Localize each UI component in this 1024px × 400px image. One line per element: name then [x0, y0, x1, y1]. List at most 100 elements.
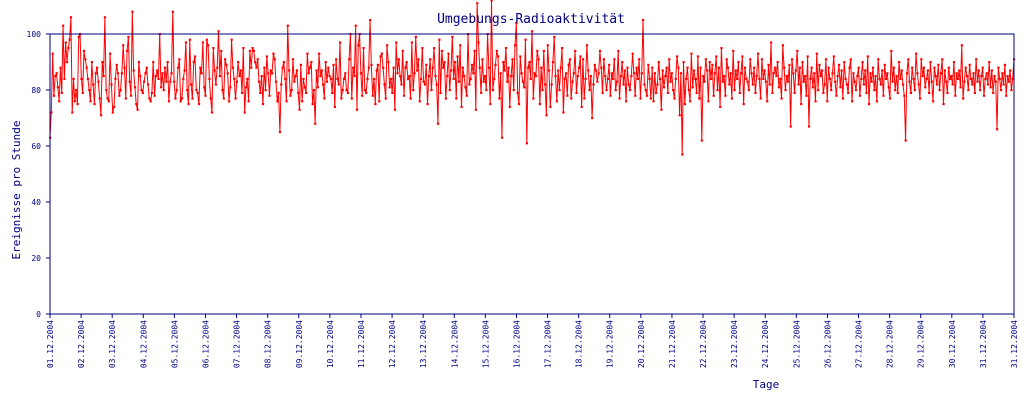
- data-point: [657, 61, 660, 64]
- data-point: [481, 58, 484, 61]
- data-point: [56, 86, 60, 89]
- data-point: [615, 80, 619, 83]
- data-point: [274, 80, 278, 83]
- data-point: [129, 94, 133, 97]
- data-point: [696, 55, 700, 58]
- data-point: [873, 89, 876, 92]
- data-point: [686, 66, 689, 69]
- data-point: [160, 86, 163, 89]
- data-point: [807, 125, 811, 128]
- data-point: [773, 66, 777, 69]
- data-point: [921, 75, 924, 78]
- data-point: [685, 77, 688, 80]
- data-point: [65, 61, 69, 64]
- data-point: [675, 55, 679, 58]
- data-point: [730, 97, 734, 100]
- data-point: [205, 38, 208, 41]
- data-point: [989, 86, 992, 89]
- data-point: [596, 80, 599, 83]
- data-point: [128, 80, 131, 83]
- data-point: [413, 72, 416, 75]
- data-point: [272, 52, 275, 55]
- data-point: [613, 58, 616, 61]
- data-point: [290, 89, 293, 92]
- data-point: [375, 69, 378, 72]
- data-point: [763, 69, 766, 72]
- data-point: [564, 72, 568, 75]
- data-point: [665, 66, 668, 69]
- data-point: [537, 58, 540, 61]
- data-point: [409, 97, 412, 100]
- data-point: [123, 66, 126, 69]
- data-point: [819, 75, 822, 78]
- data-point: [111, 111, 114, 114]
- data-point: [888, 97, 892, 100]
- data-point: [1011, 77, 1014, 80]
- data-point: [417, 58, 420, 61]
- data-point: [844, 77, 847, 80]
- data-point: [941, 58, 944, 61]
- data-point: [673, 97, 676, 100]
- data-point: [499, 72, 502, 75]
- data-point: [809, 77, 812, 80]
- data-point: [905, 72, 909, 75]
- data-point: [412, 89, 415, 92]
- data-point: [241, 91, 244, 94]
- data-point: [841, 97, 845, 100]
- data-point: [442, 66, 445, 69]
- data-point: [165, 80, 168, 83]
- data-point: [567, 63, 570, 66]
- data-point: [470, 63, 474, 66]
- data-point: [506, 80, 509, 83]
- data-point: [214, 83, 218, 86]
- data-point: [973, 91, 977, 94]
- data-point: [600, 66, 603, 69]
- data-point: [783, 66, 786, 69]
- data-point: [772, 72, 775, 75]
- data-point: [952, 61, 956, 64]
- data-point: [668, 58, 671, 61]
- data-point: [990, 69, 993, 72]
- data-point: [460, 105, 463, 108]
- data-point: [728, 83, 731, 86]
- data-point: [546, 44, 549, 47]
- data-point: [210, 111, 214, 114]
- data-point: [77, 35, 80, 38]
- data-point: [954, 94, 957, 97]
- data-point: [946, 91, 949, 94]
- data-point: [687, 89, 690, 92]
- data-point: [920, 58, 923, 61]
- data-point: [422, 80, 425, 83]
- x-tick-label: 02.12.2004: [77, 320, 86, 368]
- x-tick-label: 05.12.2004: [170, 320, 179, 368]
- data-point: [186, 89, 189, 92]
- data-point: [71, 111, 74, 114]
- data-point: [487, 66, 491, 69]
- data-point: [114, 77, 117, 80]
- data-point: [312, 89, 316, 92]
- data-point: [338, 41, 342, 44]
- data-point: [154, 75, 157, 78]
- data-point: [677, 66, 680, 69]
- data-point: [246, 77, 249, 80]
- data-point: [319, 75, 322, 78]
- data-point: [291, 58, 295, 61]
- x-tick-label: 09.12.2004: [295, 320, 304, 368]
- data-point: [834, 80, 837, 83]
- data-point: [996, 128, 999, 131]
- data-point: [227, 100, 231, 103]
- data-point: [495, 49, 498, 52]
- x-tick-label: 26.12.2004: [823, 320, 832, 368]
- data-point: [734, 69, 737, 72]
- data-point: [890, 49, 893, 52]
- data-point: [962, 97, 965, 100]
- data-point: [489, 103, 492, 106]
- data-point: [289, 94, 292, 97]
- data-point: [1005, 94, 1008, 97]
- data-point: [118, 94, 121, 97]
- data-point: [678, 114, 681, 117]
- data-point: [625, 100, 628, 103]
- data-point: [742, 103, 745, 106]
- data-point: [119, 89, 122, 92]
- data-point: [60, 91, 63, 94]
